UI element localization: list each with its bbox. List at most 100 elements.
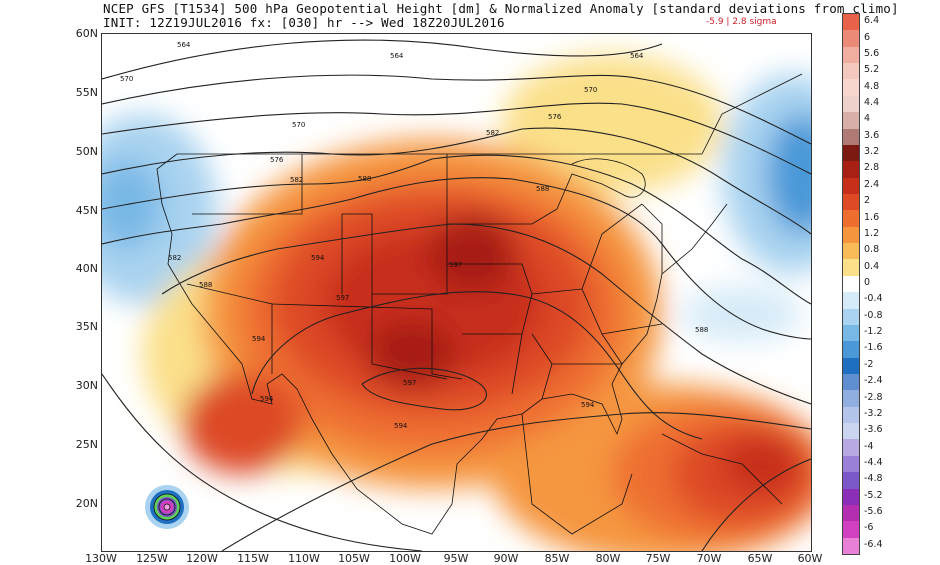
colorbar-swatch	[843, 537, 859, 555]
contour-label: 594	[252, 335, 266, 343]
anomaly-map: 564 564 564 570 570 570 576 576 582 582 …	[102, 34, 811, 551]
colorbar-label: -1.2	[864, 326, 883, 338]
contour-label: 597	[336, 294, 349, 302]
lon-label: 75W	[645, 552, 671, 565]
colorbar-swatch	[843, 308, 859, 326]
colorbar-label: -2	[864, 358, 874, 370]
contour-label: 594	[260, 395, 274, 403]
colorbar-label: -2.4	[864, 375, 883, 387]
contour-label: 582	[486, 129, 499, 137]
colorbar-label: -4.4	[864, 457, 883, 468]
colorbar-label: 2	[864, 195, 871, 207]
colorbar-swatch	[843, 46, 859, 64]
colorbar-label: -3.6	[864, 424, 883, 436]
colorbar-swatch	[843, 504, 859, 522]
contour-label: 594	[581, 401, 595, 409]
map-panel: 564 564 564 570 570 570 576 576 582 582 …	[101, 33, 812, 552]
lat-label: 50N	[75, 145, 98, 158]
sigma-range-note: -5.9 | 2.8 sigma	[706, 17, 777, 27]
colorbar-swatch	[843, 226, 859, 244]
colorbar-label: 4.4	[864, 97, 880, 108]
colorbar-label: -5.2	[864, 489, 883, 501]
colorbar-label: -5.6	[864, 506, 883, 518]
init-forecast-line: INIT: 12Z19JUL2016 fx: [030] hr --> Wed …	[103, 15, 505, 30]
colorbar-swatch	[843, 128, 859, 146]
lat-label: 55N	[75, 86, 98, 99]
colorbar-label: 3.6	[864, 129, 880, 141]
lon-label: 95W	[443, 552, 469, 565]
lat-label: 60N	[75, 27, 98, 40]
lat-label: 25N	[75, 438, 98, 451]
colorbar-swatch	[843, 390, 859, 408]
colorbar-swatch	[843, 472, 859, 490]
contour-label: 582	[168, 254, 181, 262]
colorbar-label: 0	[864, 277, 871, 288]
colorbar-label: 0.4	[864, 260, 880, 272]
colorbar-swatch	[843, 406, 859, 424]
lon-label: 85W	[544, 552, 570, 565]
colorbar-label: 4	[864, 113, 871, 125]
colorbar-swatch	[843, 275, 859, 293]
lon-label: 80W	[595, 552, 621, 565]
contour-label: 576	[270, 156, 284, 164]
colorbar-swatch	[843, 210, 859, 228]
contour-label: 570	[292, 121, 305, 129]
colorbar-swatch	[843, 95, 859, 113]
colorbar-swatch	[843, 292, 859, 310]
colorbar-swatch	[843, 243, 859, 260]
lon-label: 65W	[747, 552, 773, 565]
colorbar-swatch	[843, 144, 859, 162]
colorbar-label: -6	[864, 522, 874, 534]
lat-label: 40N	[75, 262, 98, 275]
contour-label: 576	[548, 113, 562, 121]
colorbar-label: 4.8	[864, 80, 880, 92]
colorbar	[842, 13, 860, 555]
contour-labels: 564 564 564 570 570 570 576 576 582 582 …	[120, 41, 708, 430]
lon-label: 70W	[696, 552, 722, 565]
lat-label: 20N	[75, 497, 98, 510]
colorbar-label: -6.4	[864, 538, 883, 550]
colorbar-label: -2.8	[864, 391, 883, 403]
lon-label: 60W	[797, 552, 823, 565]
contour-label: 564	[390, 52, 404, 60]
lon-label: 100W	[389, 552, 421, 565]
contour-label: 597	[449, 261, 462, 269]
colorbar-label: 5.2	[864, 64, 880, 76]
contour-label: 582	[290, 176, 303, 184]
contour-label: 597	[403, 379, 416, 387]
colorbar-label: 2.8	[864, 162, 880, 174]
lon-label: 105W	[338, 552, 370, 565]
lon-label: 115W	[237, 552, 269, 565]
colorbar-label: -1.6	[864, 342, 883, 354]
colorbar-label: 0.8	[864, 244, 880, 256]
colorbar-swatch	[843, 357, 859, 375]
tropical-cyclone-anomaly	[145, 485, 189, 529]
contour-label: 594	[394, 422, 408, 430]
chart-title: NCEP GFS [T1534] 500 hPa Geopotential He…	[103, 1, 899, 16]
colorbar-label: 6.4	[864, 15, 880, 27]
lon-label: 90W	[493, 552, 519, 565]
colorbar-label: 1.6	[864, 211, 880, 223]
colorbar-swatch	[843, 521, 859, 539]
colorbar-swatch	[843, 177, 859, 195]
colorbar-label: 1.2	[864, 227, 880, 239]
colorbar-swatch	[843, 112, 859, 130]
lon-label: 130W	[85, 552, 117, 565]
lon-label: 125W	[136, 552, 168, 565]
contour-label: 588	[199, 281, 212, 289]
lat-label: 35N	[75, 320, 98, 333]
colorbar-swatch	[843, 259, 859, 277]
colorbar-swatch	[843, 488, 859, 506]
lon-label: 110W	[288, 552, 320, 565]
colorbar-swatch	[843, 14, 859, 31]
colorbar-label: -4	[864, 440, 874, 452]
colorbar-swatch	[843, 439, 859, 457]
colorbar-swatch	[843, 63, 859, 80]
colorbar-swatch	[843, 79, 859, 97]
colorbar-swatch	[843, 341, 859, 359]
colorbar-label: -3.2	[864, 407, 883, 419]
height-contours	[102, 39, 811, 551]
contour-label: 588	[358, 175, 371, 183]
lon-label: 120W	[186, 552, 218, 565]
contour-label: 570	[584, 86, 597, 94]
